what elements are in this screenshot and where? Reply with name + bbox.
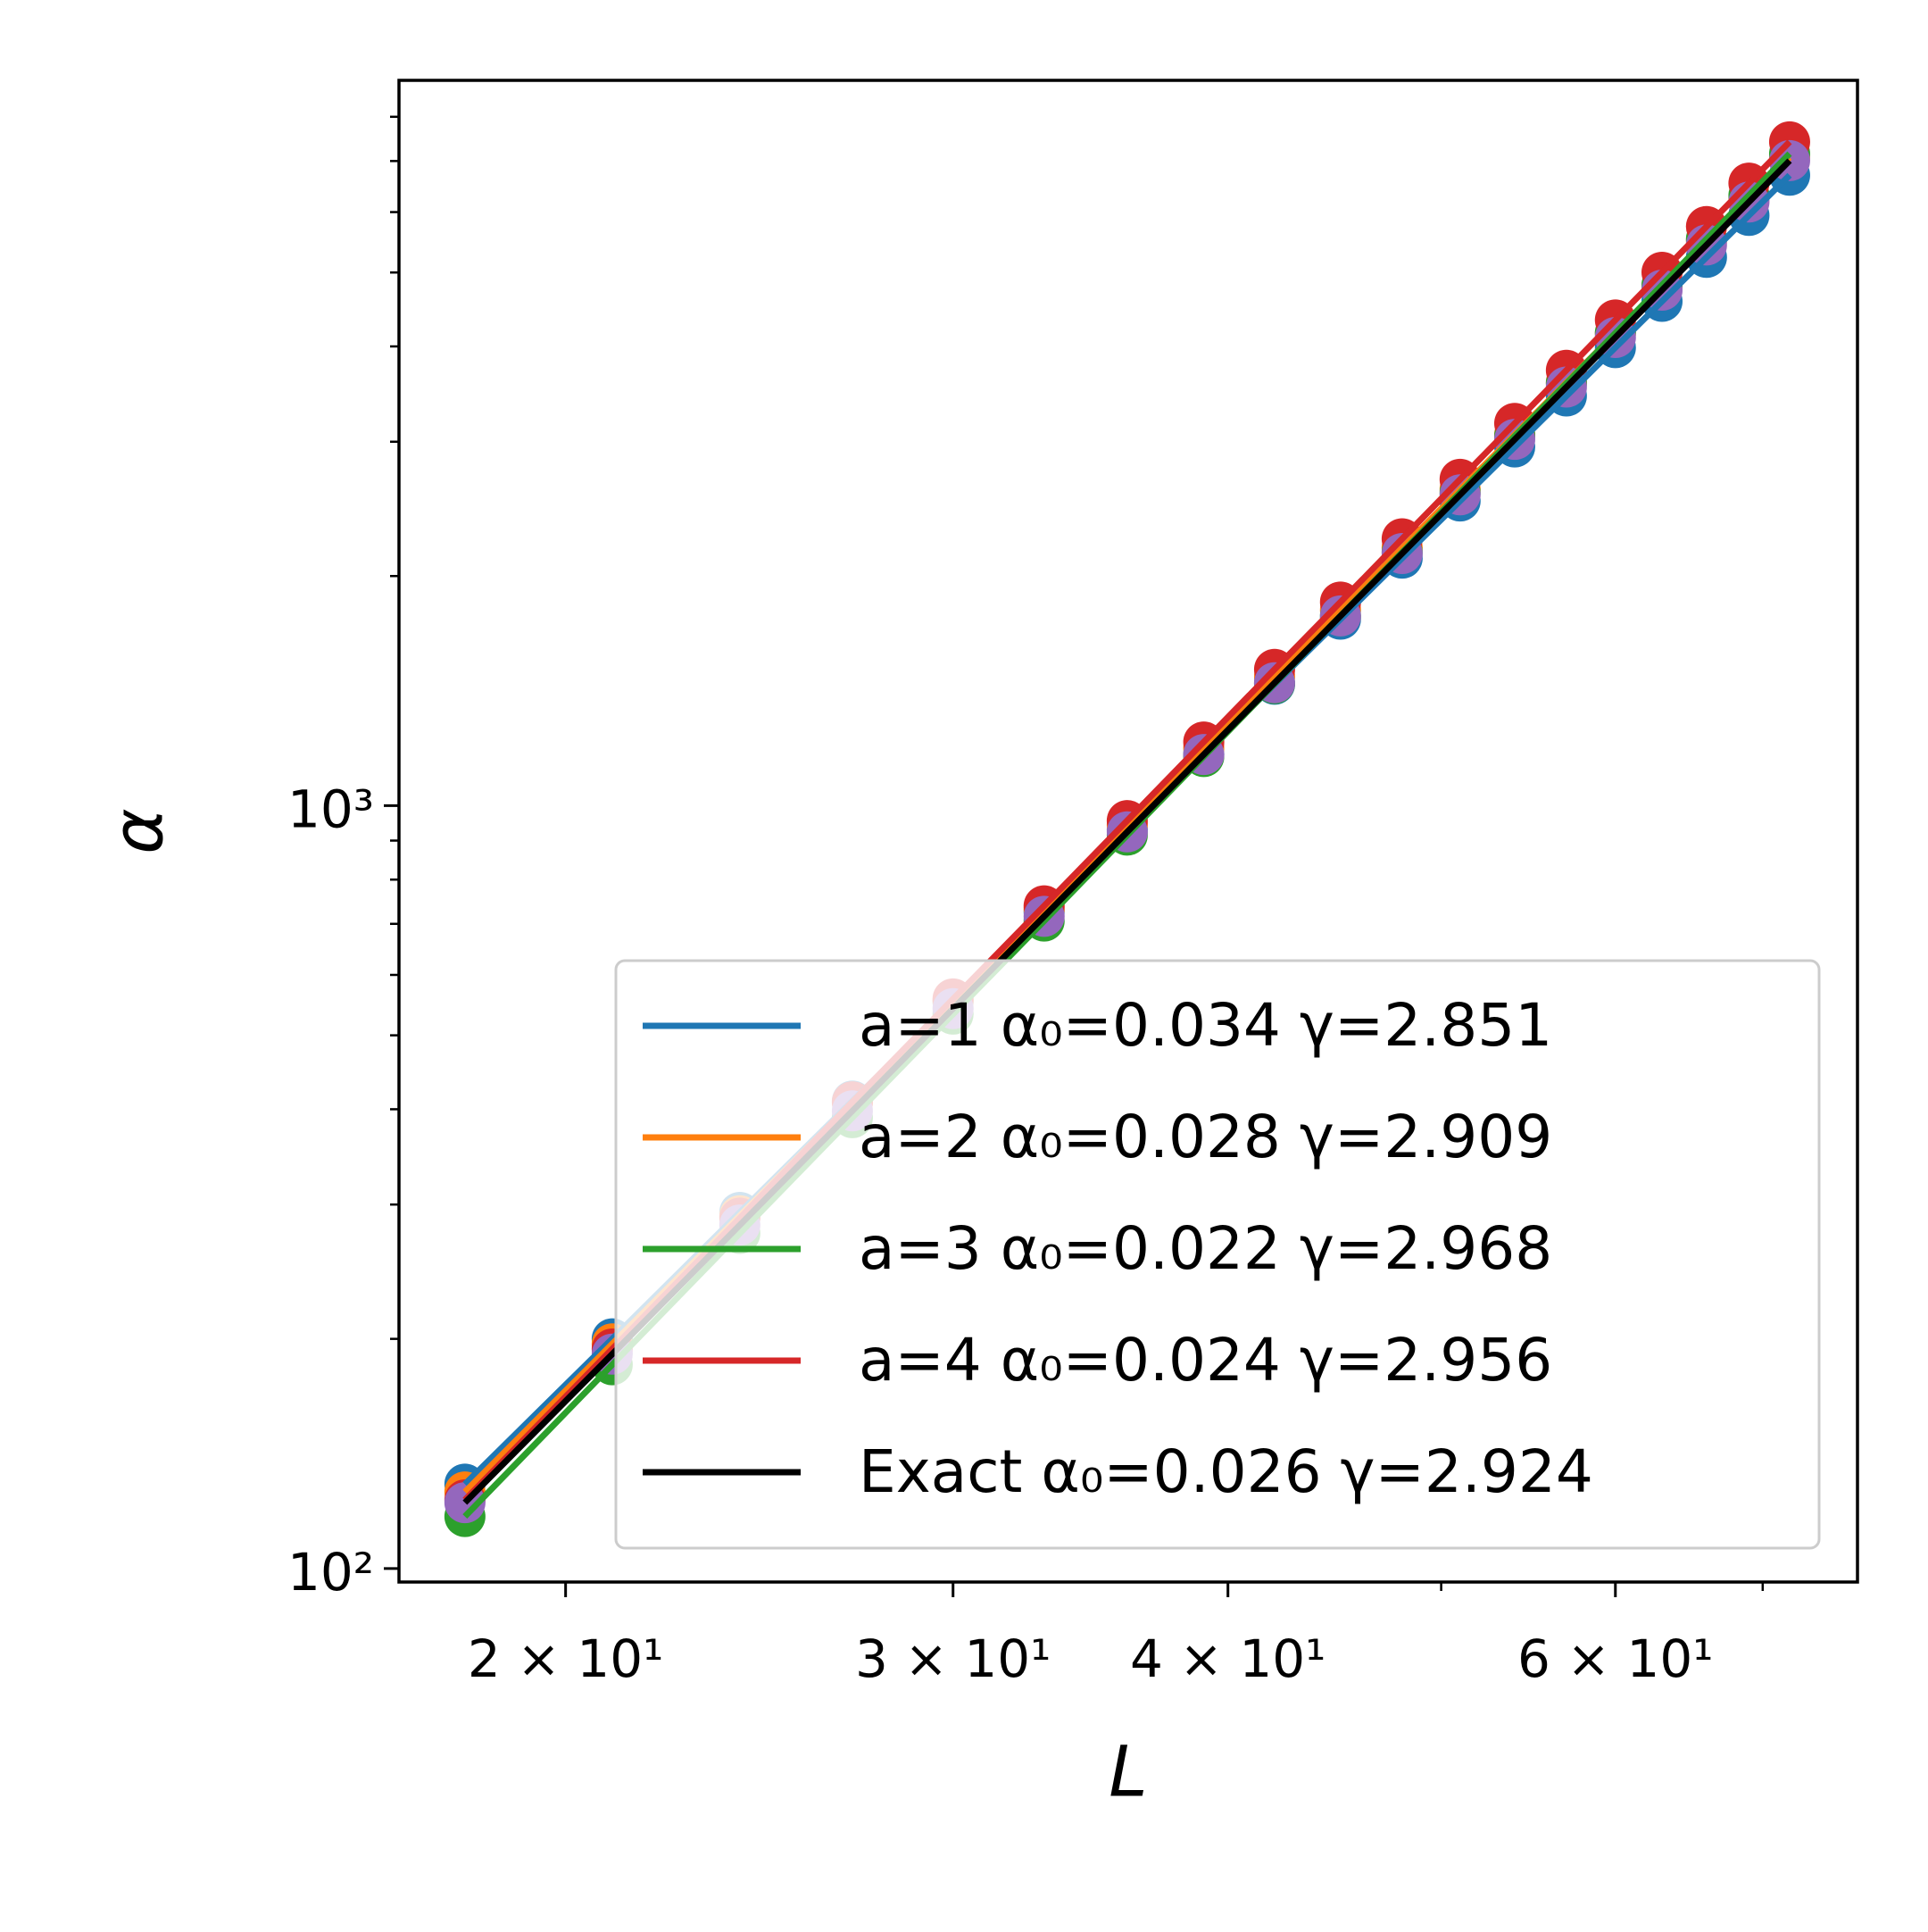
legend-label: a=3 α₀=0.022 γ=2.968 <box>859 1214 1552 1283</box>
frame <box>397 79 1859 1584</box>
x-axis-label: L <box>1109 1732 1147 1812</box>
x-tick-label: 3 × 10¹ <box>855 1628 1051 1689</box>
legend-label: a=4 α₀=0.024 γ=2.956 <box>859 1326 1552 1395</box>
y-axis-label: α <box>98 808 179 854</box>
y-tick-label: 10³ <box>287 779 374 840</box>
x-tick-label: 4 × 10¹ <box>1130 1628 1326 1689</box>
legend-label: a=2 α₀=0.028 γ=2.909 <box>859 1103 1552 1171</box>
x-tick-label: 2 × 10¹ <box>468 1628 663 1689</box>
legend-label: Exact α₀=0.026 γ=2.924 <box>859 1437 1593 1506</box>
legend: a=1 α₀=0.034 γ=2.851 a=2 α₀=0.028 γ=2.909… <box>614 959 1821 1550</box>
legend-box <box>614 959 1821 1550</box>
x-tick-label: 6 × 10¹ <box>1517 1628 1713 1689</box>
y-tick-label: 10² <box>287 1542 374 1603</box>
legend-label: a=1 α₀=0.034 γ=2.851 <box>859 991 1552 1060</box>
